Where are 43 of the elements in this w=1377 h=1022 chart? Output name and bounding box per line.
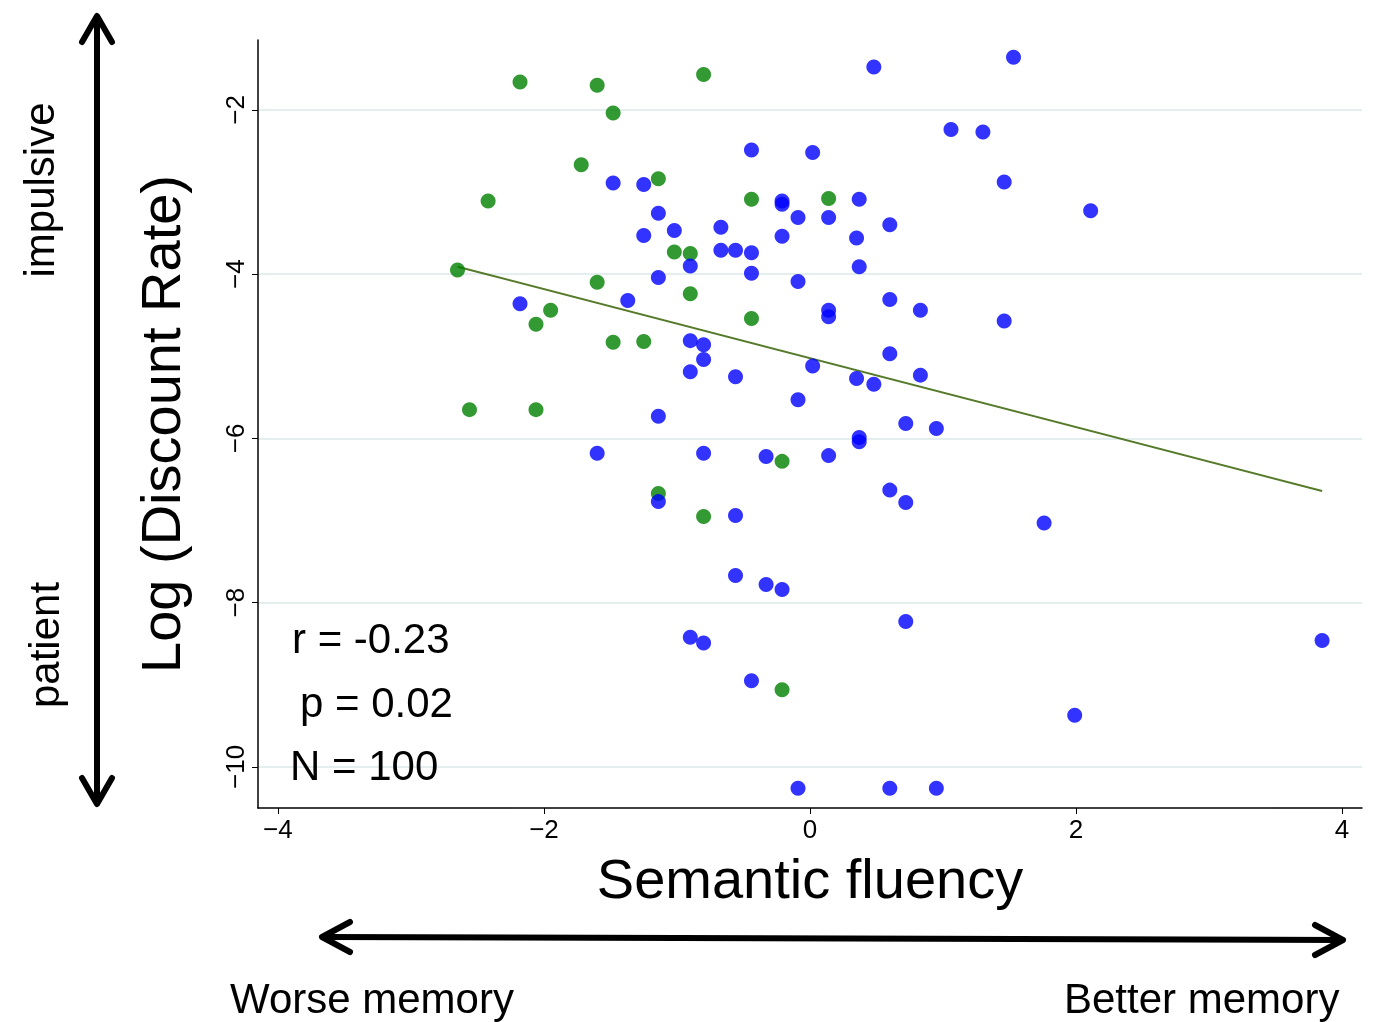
point	[450, 262, 466, 278]
point	[821, 191, 837, 207]
x-tick-label: −4	[263, 814, 293, 844]
point	[605, 105, 621, 121]
point	[462, 402, 477, 418]
point	[528, 402, 544, 418]
point	[774, 682, 790, 698]
point	[682, 286, 698, 302]
point	[605, 334, 621, 350]
y-tick-label: −6	[220, 423, 250, 454]
point	[543, 302, 559, 318]
x-tick-label: 0	[802, 814, 818, 844]
point	[650, 171, 666, 187]
annotation: p = 0.02	[300, 679, 453, 726]
text: patient	[21, 581, 68, 709]
text: impulsive	[16, 102, 63, 278]
point	[512, 74, 528, 90]
point	[743, 310, 759, 326]
y-tick-label: −8	[220, 587, 250, 618]
point	[774, 453, 790, 469]
x-tick-label: 4	[1334, 814, 1350, 844]
y-axis-title: Log (Discount Rate)	[128, 174, 192, 674]
point	[589, 274, 605, 290]
x-tick-label: 2	[1068, 814, 1084, 844]
y-tick-label: −10	[220, 744, 250, 789]
point	[666, 244, 682, 260]
text: Worse memory	[230, 975, 514, 1022]
annotation: r = -0.23	[292, 615, 450, 662]
x-tick-label: −2	[529, 814, 559, 844]
x-axis-title: Semantic fluency	[596, 846, 1024, 910]
point	[528, 316, 544, 332]
point	[573, 157, 589, 173]
point	[696, 508, 712, 524]
point	[480, 193, 496, 209]
text: Better memory	[1064, 975, 1340, 1022]
point	[682, 246, 698, 262]
point	[589, 77, 605, 93]
point	[743, 191, 759, 207]
y-tick-label: −4	[220, 259, 250, 289]
point	[696, 67, 712, 82]
point	[636, 333, 652, 349]
annotation: N = 100	[290, 742, 439, 789]
y-tick-label: −2	[220, 94, 250, 125]
